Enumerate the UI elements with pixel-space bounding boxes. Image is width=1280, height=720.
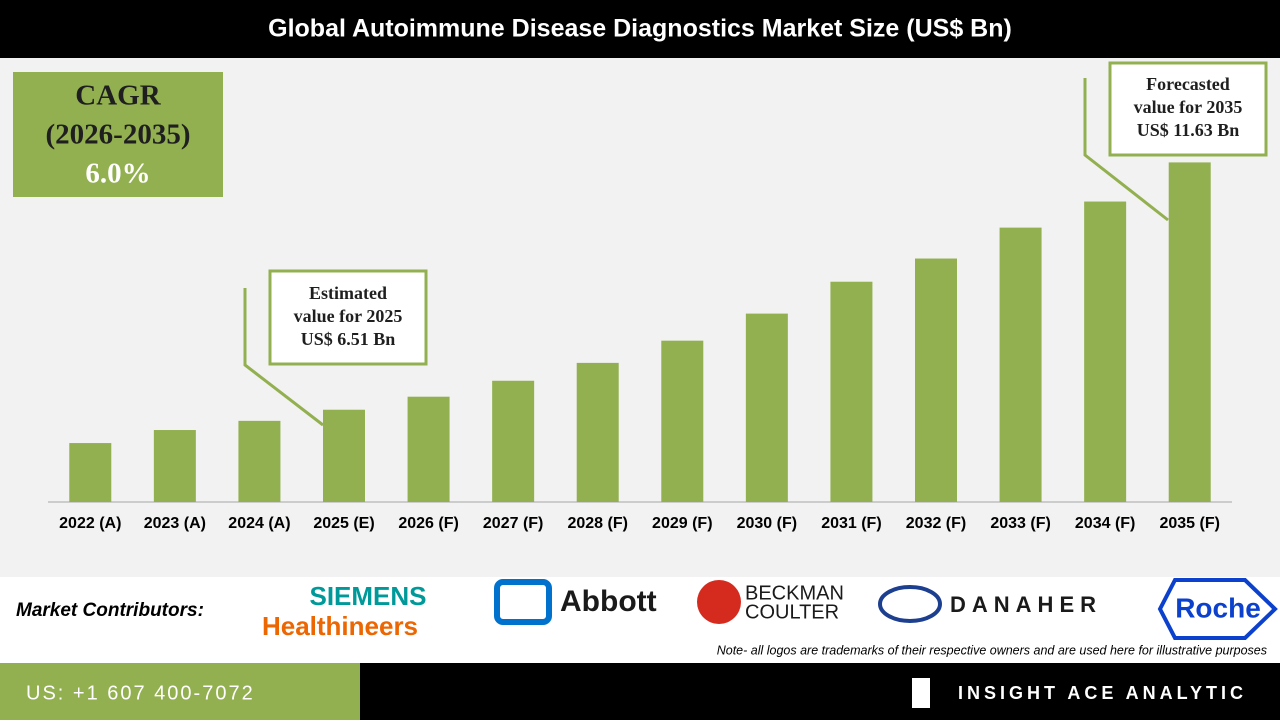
title-bar xyxy=(0,0,1280,58)
callout-text: US$ 6.51 Bn xyxy=(301,329,396,349)
x-tick-label: 2024 (A) xyxy=(228,515,290,532)
x-tick-label: 2030 (F) xyxy=(737,515,797,532)
callout-text: value for 2025 xyxy=(294,306,403,326)
x-tick-label: 2026 (F) xyxy=(398,515,458,532)
bar xyxy=(407,396,450,502)
bar xyxy=(915,258,957,502)
callout-box xyxy=(1108,61,1268,157)
footer-phone-bg xyxy=(0,663,360,720)
footer-phone: US: +1 607 400-7072 xyxy=(26,682,255,704)
contributors-strip xyxy=(0,577,1280,663)
bar xyxy=(576,362,619,502)
bar xyxy=(745,313,788,502)
x-tick-label: 2029 (F) xyxy=(652,515,712,532)
x-tick-label: 2027 (F) xyxy=(483,515,543,532)
x-tick-label: 2023 (A) xyxy=(144,515,206,532)
bar xyxy=(1084,201,1127,502)
bar xyxy=(661,340,704,502)
bar xyxy=(238,420,281,502)
logo-abbott: Abbott xyxy=(560,585,657,618)
cagr-label: CAGR xyxy=(75,80,161,112)
bar xyxy=(1168,162,1211,502)
callout-text: Forecasted xyxy=(1146,74,1230,94)
cagr-box xyxy=(13,72,223,197)
bar xyxy=(323,409,365,502)
callout-text: Estimated xyxy=(309,283,387,303)
roche-icon xyxy=(1157,578,1278,640)
bar xyxy=(69,443,112,502)
danaher-icon xyxy=(878,585,942,623)
footer-brand-bg xyxy=(360,663,1280,720)
logo-note: Note- all logos are trademarks of their … xyxy=(717,643,1267,657)
brand-icon xyxy=(912,678,930,708)
x-tick-label: 2035 (F) xyxy=(1159,515,1219,532)
beckman-icon xyxy=(697,580,741,624)
bar xyxy=(492,380,535,502)
x-tick-label: 2033 (F) xyxy=(990,515,1050,532)
callout-text: US$ 11.63 Bn xyxy=(1137,120,1240,140)
chart-title: Global Autoimmune Disease Diagnostics Ma… xyxy=(268,15,1012,43)
callout-box xyxy=(268,269,428,366)
logo-siemens: SIEMENS xyxy=(309,581,426,611)
x-tick-label: 2031 (F) xyxy=(821,515,881,532)
cagr-period: (2026-2035) xyxy=(46,119,191,151)
footer-brand: INSIGHT ACE ANALYTIC xyxy=(958,683,1247,703)
bar xyxy=(999,227,1042,502)
logo-healthineers: Healthineers xyxy=(262,611,418,641)
x-tick-label: 2032 (F) xyxy=(906,515,966,532)
x-tick-label: 2034 (F) xyxy=(1075,515,1135,532)
callout-text: value for 2035 xyxy=(1134,97,1243,117)
callout-line xyxy=(243,288,324,427)
logo-roche: Roche xyxy=(1175,592,1261,623)
callout-line xyxy=(1083,78,1169,222)
logo-coulter: COULTER xyxy=(745,601,839,623)
logo-beckman: BECKMAN xyxy=(745,582,844,604)
x-tick-label: 2025 (E) xyxy=(313,515,374,532)
abbott-icon xyxy=(494,579,552,625)
x-tick-label: 2028 (F) xyxy=(567,515,627,532)
bar xyxy=(830,281,873,502)
logo-danaher: DANAHER xyxy=(950,592,1102,617)
x-tick-label: 2022 (A) xyxy=(59,515,121,532)
cagr-value: 6.0% xyxy=(85,158,150,190)
contributors-label: Market Contributors: xyxy=(16,600,204,621)
bar xyxy=(153,430,196,502)
